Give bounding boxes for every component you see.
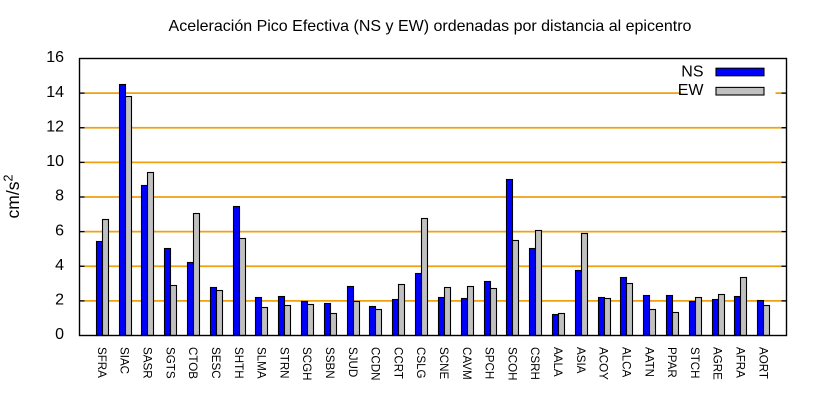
svg-text:SSBN: SSBN — [323, 347, 336, 379]
svg-text:SCGH: SCGH — [300, 347, 313, 381]
svg-text:SLMA: SLMA — [255, 347, 268, 379]
svg-text:SESC: SESC — [209, 347, 222, 379]
svg-text:CSLG: CSLG — [414, 347, 427, 379]
svg-text:CTOB: CTOB — [186, 347, 199, 379]
svg-text:CSRH: CSRH — [528, 347, 541, 380]
svg-text:SIAC: SIAC — [118, 347, 131, 374]
svg-text:CAVM: CAVM — [460, 347, 473, 380]
svg-text:SGTS: SGTS — [163, 347, 176, 379]
svg-text:AATN: AATN — [642, 347, 655, 377]
svg-text:0: 0 — [55, 326, 64, 343]
svg-text:STCH: STCH — [688, 347, 701, 379]
svg-text:AFRA: AFRA — [733, 347, 746, 378]
svg-text:12: 12 — [46, 118, 64, 135]
svg-text:STRN: STRN — [277, 347, 290, 379]
svg-text:Aceleración Pico Efectiva (NS: Aceleración Pico Efectiva (NS y EW) orde… — [169, 18, 692, 35]
svg-text:10: 10 — [46, 153, 64, 170]
svg-text:6: 6 — [55, 222, 64, 239]
svg-text:SHTH: SHTH — [232, 347, 245, 379]
svg-text:SCNE: SCNE — [437, 347, 450, 379]
svg-text:SPCH: SPCH — [483, 347, 496, 379]
svg-text:SFRA: SFRA — [95, 347, 108, 378]
svg-text:SJUD: SJUD — [346, 347, 359, 377]
svg-text:SCOH: SCOH — [505, 347, 518, 381]
svg-text:14: 14 — [46, 84, 64, 101]
svg-text:SASR: SASR — [141, 347, 154, 379]
svg-text:AGRE: AGRE — [711, 347, 724, 380]
svg-text:NS: NS — [681, 63, 703, 80]
svg-text:4: 4 — [55, 257, 64, 274]
svg-text:PPAR: PPAR — [665, 347, 678, 378]
svg-text:CCRT: CCRT — [391, 347, 404, 379]
svg-text:8: 8 — [55, 188, 64, 205]
svg-text:16: 16 — [46, 49, 64, 66]
svg-text:cm/s2: cm/s2 — [2, 175, 24, 219]
svg-text:2: 2 — [55, 292, 64, 309]
svg-text:ASIA: ASIA — [574, 347, 587, 374]
svg-text:AORT: AORT — [756, 347, 769, 379]
svg-text:AALA: AALA — [551, 347, 564, 377]
svg-text:EW: EW — [678, 82, 705, 99]
svg-text:CCDN: CCDN — [369, 347, 382, 381]
svg-text:ACOY: ACOY — [597, 347, 610, 380]
svg-text:ALCA: ALCA — [619, 347, 632, 378]
